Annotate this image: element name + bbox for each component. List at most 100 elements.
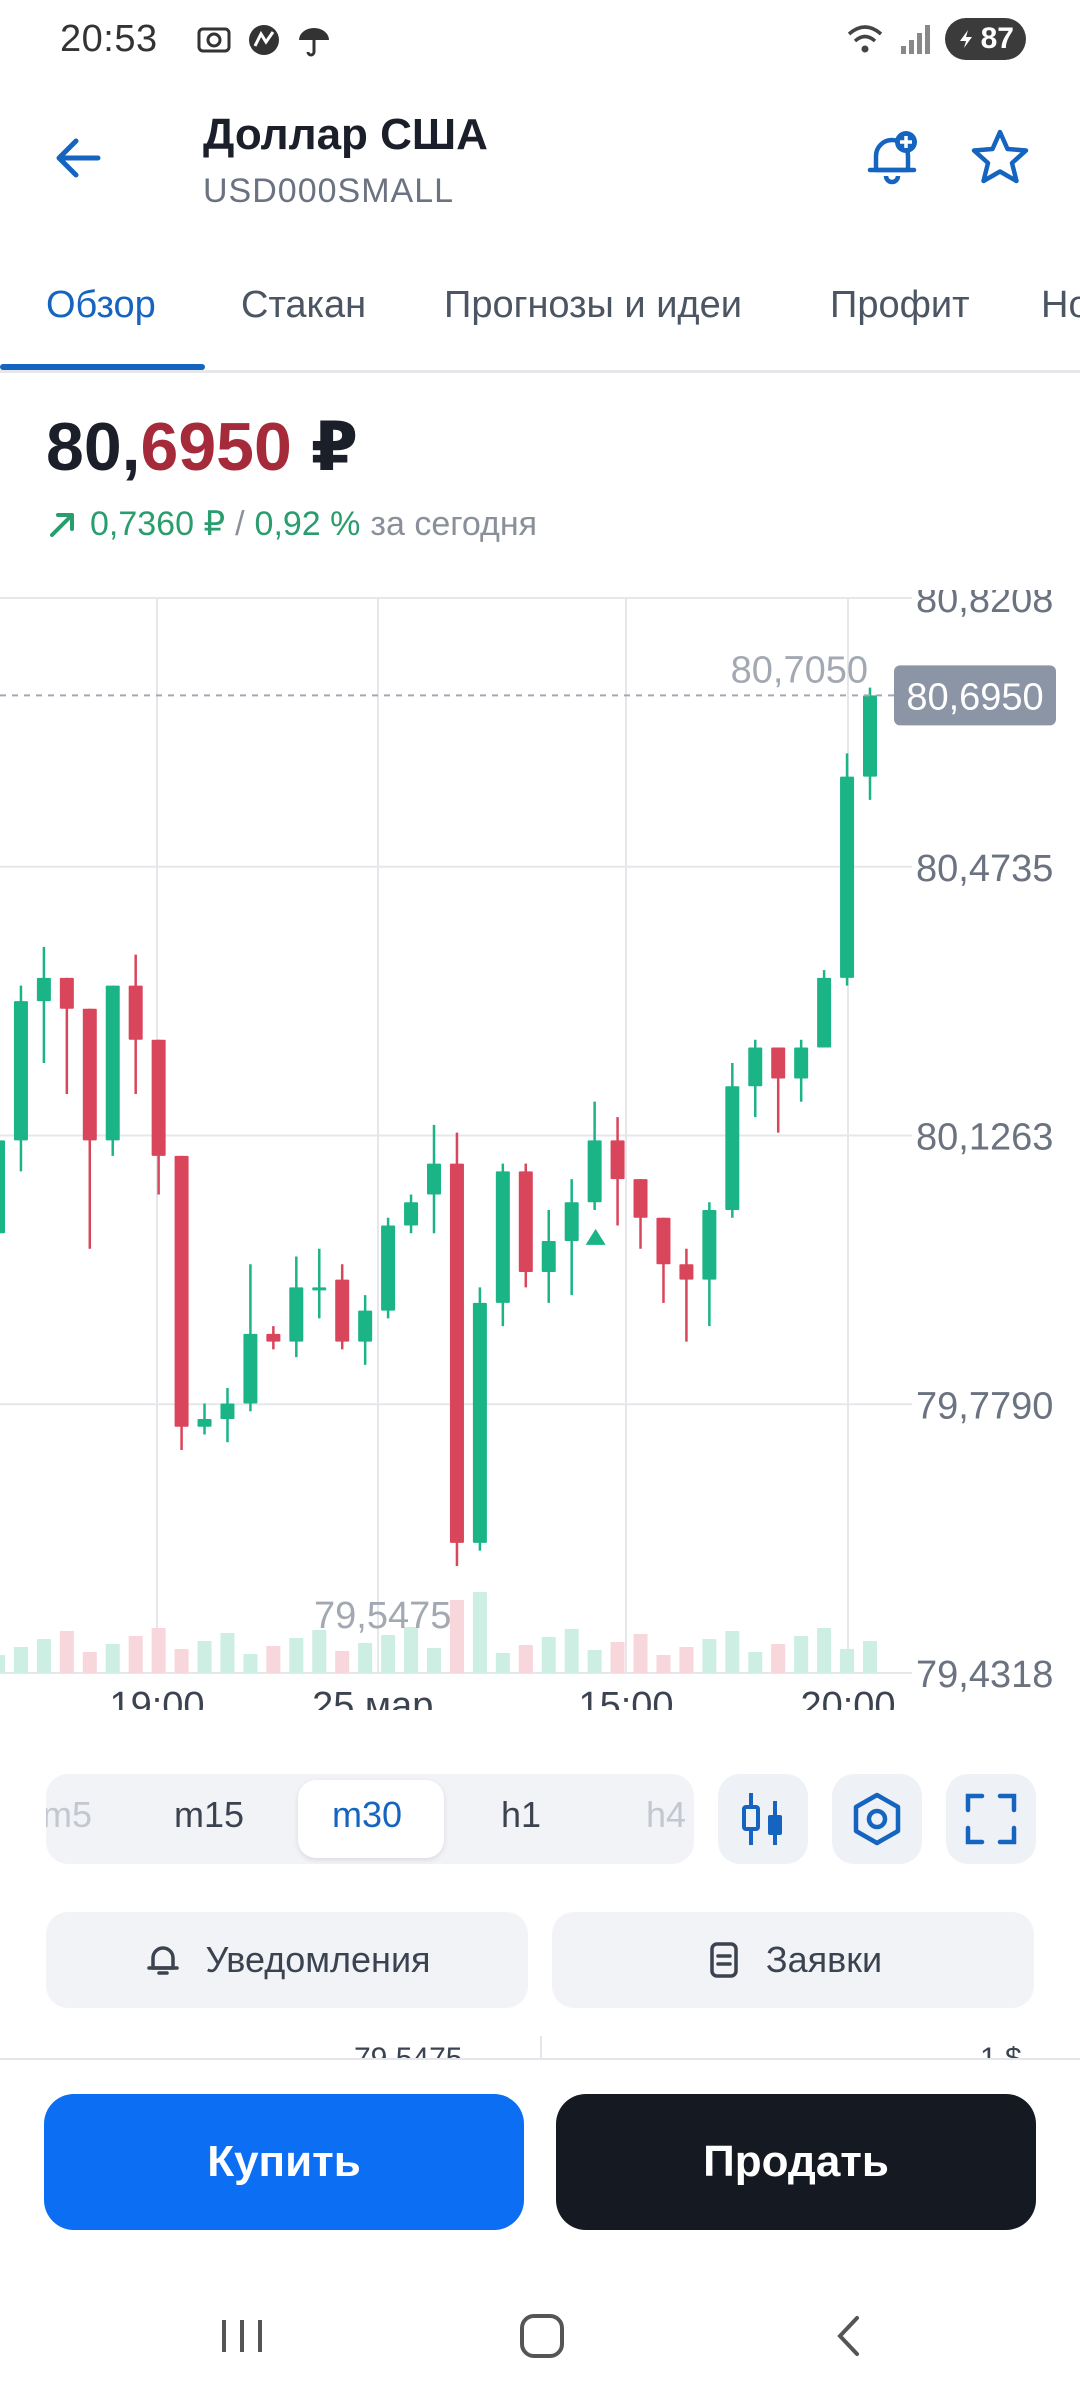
candle-body	[817, 977, 832, 1048]
volume-bar	[358, 1643, 373, 1673]
change-period: за сегодня	[370, 504, 538, 543]
volume-bar	[472, 1592, 487, 1673]
y-tick-label: 80,8208	[916, 590, 1053, 621]
candle-body	[312, 1287, 327, 1291]
volume-bar	[312, 1630, 327, 1673]
candle-body	[518, 1171, 533, 1272]
signal-icon	[900, 25, 930, 54]
volume-bar	[863, 1641, 877, 1673]
x-tick-label: 20:00	[800, 1685, 895, 1710]
price-fraction: 6950	[140, 409, 292, 485]
tab-profit[interactable]: Профит	[830, 284, 970, 326]
star-icon[interactable]	[968, 126, 1032, 190]
change-separator: /	[235, 504, 245, 543]
stub-lot-value: 1 $	[980, 2044, 1022, 2058]
candle-body	[587, 1140, 602, 1203]
candle-body	[174, 1155, 189, 1427]
status-system-icons: 87	[845, 18, 1026, 60]
active-tab-indicator	[0, 364, 205, 370]
volume-bar	[679, 1647, 694, 1673]
change-absolute: 0,7360 ₽	[90, 505, 226, 543]
recents-icon[interactable]	[222, 2320, 262, 2352]
home-icon[interactable]	[520, 2314, 564, 2358]
candle-body	[725, 1086, 740, 1211]
candle-body	[266, 1333, 281, 1342]
volume-bar	[0, 1655, 5, 1673]
candle-body	[794, 1047, 809, 1079]
volume-bar	[151, 1628, 166, 1673]
x-tick-label: 25 мар.	[312, 1685, 444, 1710]
bell-plus-icon[interactable]	[860, 126, 924, 190]
volume-bar	[289, 1638, 304, 1673]
chart-settings-button[interactable]	[832, 1774, 922, 1864]
candle-body	[840, 776, 855, 978]
battery-level: 87	[980, 22, 1014, 55]
candle-body	[863, 695, 877, 777]
x-tick-label: 19:00	[109, 1685, 204, 1710]
candle-type-button[interactable]	[718, 1774, 808, 1864]
tab-overview[interactable]: Обзор	[46, 284, 156, 326]
tab-order-book[interactable]: Стакан	[241, 284, 367, 326]
timeframe-m30[interactable]: m30	[332, 1794, 403, 1835]
volume-bar	[449, 1600, 464, 1673]
notifications-label: Уведомления	[205, 1939, 431, 1980]
candle-body	[771, 1047, 786, 1079]
y-tick-label: 80,1263	[916, 1117, 1053, 1159]
fullscreen-button[interactable]	[946, 1774, 1036, 1864]
max-price-label: 80,7050	[731, 650, 868, 692]
candle-body	[495, 1171, 510, 1303]
timeframe-m15[interactable]: m15	[174, 1794, 245, 1835]
volume-bar	[564, 1629, 579, 1673]
candle-body	[679, 1264, 694, 1280]
volume-bar	[587, 1650, 602, 1673]
candle-body	[220, 1403, 235, 1419]
volume-bar	[128, 1636, 143, 1673]
volume-bar	[495, 1653, 510, 1673]
candle-body	[0, 1140, 5, 1234]
stub-divider	[540, 2036, 542, 2058]
timeframe-h4[interactable]: h4	[646, 1794, 687, 1835]
price-integer: 80,	[46, 409, 141, 485]
volume-bar	[817, 1628, 832, 1673]
buy-button[interactable]: Купить	[44, 2094, 524, 2230]
candle-body	[36, 977, 51, 1002]
orders-button[interactable]: Заявки	[552, 1912, 1034, 2008]
y-tick-label: 79,4318	[916, 1654, 1053, 1696]
tab-bar: Обзор Стакан Прогнозы и идеи Профит Но	[0, 278, 1080, 373]
candle-body	[289, 1287, 304, 1342]
sell-button[interactable]: Продать	[556, 2094, 1036, 2230]
price-chart[interactable]: 80,8208 80,4735 80,1263 79,7790 79,4318 19:00…	[0, 590, 1080, 1710]
current-price-tag	[894, 665, 1056, 726]
volume-bar	[174, 1649, 189, 1673]
candle-body	[404, 1202, 419, 1226]
volume-bar	[381, 1635, 396, 1673]
candle-body	[358, 1310, 373, 1342]
status-notification-icons	[196, 22, 332, 58]
volume-bar	[220, 1633, 235, 1673]
volume-bar	[243, 1654, 258, 1673]
volume-bar	[518, 1645, 533, 1673]
volume-bar	[771, 1644, 786, 1673]
candle-body	[633, 1179, 648, 1218]
volume-bar	[13, 1647, 28, 1673]
section-divider	[0, 2058, 1080, 2060]
candle-body	[564, 1202, 579, 1241]
volume-bar	[633, 1634, 648, 1673]
y-tick-label: 80,4735	[916, 848, 1053, 890]
candle-body	[335, 1279, 350, 1342]
current-price: 80,6950 ₽	[46, 408, 358, 487]
timeframe-m5[interactable]: m5	[46, 1794, 93, 1835]
settings-hex-icon	[853, 1792, 901, 1846]
volume-bar	[725, 1631, 740, 1673]
tab-news[interactable]: Но	[1041, 284, 1080, 326]
notifications-button[interactable]: Уведомления	[46, 1912, 528, 2008]
candle-body	[105, 985, 120, 1141]
volume-bar	[404, 1627, 419, 1673]
tab-forecasts[interactable]: Прогнозы и идеи	[444, 284, 742, 326]
back-arrow-icon[interactable]	[48, 128, 108, 188]
nav-back-icon[interactable]	[837, 2316, 859, 2356]
fullscreen-icon	[965, 1793, 1017, 1845]
wifi-icon	[847, 25, 882, 53]
timeframe-h1[interactable]: h1	[501, 1794, 542, 1835]
candle-body	[128, 985, 143, 1040]
